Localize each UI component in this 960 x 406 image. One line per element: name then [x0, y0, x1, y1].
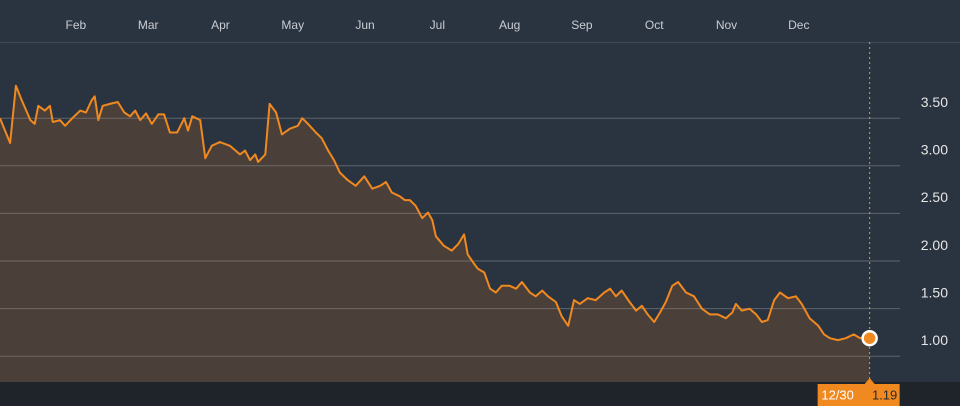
- y-tick-label: 3.50: [921, 94, 948, 110]
- y-tick-label: 1.00: [921, 332, 948, 348]
- y-tick-label: 2.00: [921, 237, 948, 253]
- x-tick-label: Nov: [716, 18, 737, 32]
- y-tick-label: 3.00: [921, 142, 948, 158]
- x-tick-label: May: [281, 18, 304, 32]
- tag-box: [817, 384, 900, 406]
- tag-value: 1.19: [872, 387, 897, 402]
- x-tick-label: Oct: [645, 18, 664, 32]
- tag-pointer: [864, 378, 875, 384]
- y-tick-label: 2.50: [921, 189, 948, 205]
- x-tick-label: Dec: [788, 18, 809, 32]
- footer-bar: [0, 382, 960, 406]
- x-tick-label: Jul: [430, 18, 445, 32]
- last-point: [861, 329, 878, 347]
- tag-date: 12/30: [821, 387, 854, 402]
- line: [0, 84, 871, 342]
- x-tick-label: Mar: [138, 18, 159, 32]
- x-tick-label: Aug: [499, 18, 520, 32]
- x-tick-label: Apr: [211, 18, 230, 32]
- x-tick-label: Jun: [355, 18, 374, 32]
- y-tick-label: 1.50: [921, 284, 948, 300]
- x-tick-label: Sep: [571, 18, 593, 32]
- overlay: Feb Mar Apr May Jun Jul Aug Sep Oct Nov Dec 1.00 1.5…: [66, 18, 948, 406]
- plot-area: [0, 84, 900, 383]
- x-tick-label: Feb: [66, 18, 87, 32]
